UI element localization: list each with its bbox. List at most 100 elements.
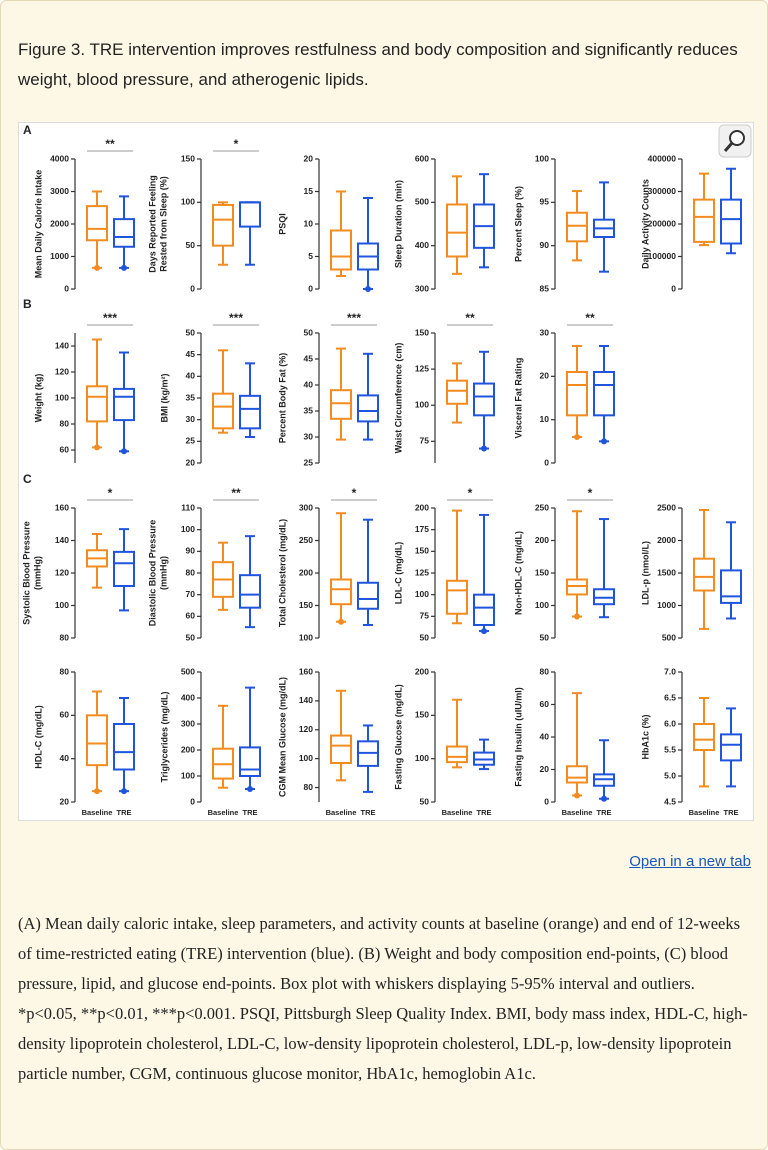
x-tick-label: TRE — [724, 808, 739, 817]
significance-label: * — [108, 486, 113, 500]
box — [113, 218, 135, 248]
box — [566, 211, 588, 243]
box — [212, 392, 234, 430]
y-tick-label: 150 — [415, 546, 429, 556]
y-tick-label: 6.5 — [664, 692, 676, 702]
box — [239, 574, 261, 609]
box — [693, 198, 715, 243]
y-tick-label: 200000 — [648, 218, 677, 228]
box — [473, 593, 495, 626]
zoom-icon[interactable] — [718, 124, 752, 158]
box — [113, 723, 135, 771]
outlier — [247, 786, 253, 792]
x-tick-label: TRE — [117, 808, 132, 817]
y-axis-label: Weight (kg) — [33, 374, 43, 423]
y-tick-label: 300 — [415, 283, 429, 293]
y-tick-label: 100 — [181, 770, 195, 780]
outlier — [94, 788, 100, 795]
y-tick-label: 85 — [540, 283, 550, 293]
x-tick-label: Baseline — [562, 808, 593, 817]
y-tick-label: 140 — [55, 340, 69, 350]
y-axis-label: Non-HDL-C (mg/dL) — [513, 531, 523, 615]
y-tick-label: 250 — [299, 535, 313, 545]
y-tick-label: 1000 — [50, 251, 69, 261]
y-tick-label: 15 — [304, 186, 314, 196]
y-axis-label: Percent Sleep (%) — [513, 186, 523, 262]
y-axis-label: Mean Daily Calorie Intake — [33, 170, 43, 279]
y-tick-label: 40 — [304, 379, 314, 389]
y-tick-label: 30 — [540, 327, 550, 337]
y-tick-label: 35 — [186, 392, 196, 402]
y-tick-label: 95 — [540, 197, 550, 207]
y-tick-label: 50 — [186, 632, 196, 642]
y-tick-label: 20 — [304, 153, 314, 163]
box — [693, 723, 715, 751]
y-axis-label: Rested from Sleep (%) — [158, 176, 168, 272]
outlier — [574, 613, 580, 620]
y-tick-label: 120 — [299, 724, 313, 734]
y-tick-label: 100 — [535, 153, 549, 163]
significance-label: * — [352, 486, 357, 500]
y-tick-label: 0 — [64, 283, 69, 293]
y-tick-label: 0 — [671, 283, 676, 293]
y-axis-label: HDL-C (mg/dL) — [33, 705, 43, 768]
y-axis-label: HbA1c (%) — [640, 714, 650, 759]
y-tick-label: 5.5 — [664, 744, 676, 754]
x-tick-label: TRE — [477, 808, 492, 817]
y-axis-label: Diastolic Blood Pressure — [147, 520, 157, 627]
y-tick-label: 45 — [304, 353, 314, 363]
y-tick-label: 75 — [420, 436, 430, 446]
y-tick-label: 60 — [540, 699, 550, 709]
outlier — [481, 628, 487, 635]
y-tick-label: 10 — [540, 414, 550, 424]
box — [566, 371, 588, 417]
y-axis-label: CGM Mean Glucose (mg/dL) — [277, 677, 287, 797]
y-tick-label: 4.5 — [664, 796, 676, 806]
y-tick-label: 60 — [60, 444, 70, 454]
y-tick-label: 6.0 — [664, 718, 676, 728]
y-axis-label: Fasting Glucose (mg/dL) — [393, 684, 403, 790]
y-tick-label: 250 — [535, 502, 549, 512]
y-tick-label: 110 — [181, 502, 195, 512]
x-tick-label: Baseline — [689, 808, 720, 817]
y-tick-label: 40 — [186, 371, 196, 381]
y-tick-label: 80 — [186, 567, 196, 577]
outlier — [121, 448, 127, 455]
y-tick-label: 160 — [299, 666, 313, 676]
significance-label: ** — [585, 311, 595, 325]
panel-label: C — [23, 472, 32, 486]
significance-label: * — [588, 486, 593, 500]
y-tick-label: 30 — [186, 414, 196, 424]
open-link[interactable]: Open in a new tab — [629, 853, 751, 870]
box — [212, 203, 234, 247]
y-tick-label: 30 — [304, 431, 314, 441]
box — [720, 733, 742, 762]
box — [86, 205, 108, 242]
y-tick-label: 7.0 — [664, 666, 676, 676]
y-tick-label: 400 — [415, 240, 429, 250]
y-tick-label: 100 — [415, 753, 429, 763]
y-tick-label: 200 — [415, 502, 429, 512]
y-tick-label: 10 — [304, 218, 314, 228]
y-axis-label: Waist Circumference (cm) — [393, 343, 403, 454]
y-tick-label: 25 — [186, 436, 196, 446]
box — [239, 201, 261, 228]
y-tick-label: 50 — [186, 240, 196, 250]
caption: (A) Mean daily caloric intake, sleep par… — [18, 914, 748, 1083]
y-tick-label: 500 — [662, 632, 676, 642]
y-tick-label: 100 — [181, 524, 195, 534]
y-tick-label: 45 — [186, 349, 196, 359]
y-tick-label: 1000 — [657, 600, 676, 610]
outlier — [365, 286, 371, 292]
box — [566, 765, 588, 784]
y-tick-label: 70 — [186, 589, 196, 599]
significance-label: * — [234, 137, 239, 151]
outlier — [601, 795, 607, 802]
y-tick-label: 50 — [420, 632, 430, 642]
y-tick-label: 300 — [299, 502, 313, 512]
outlier — [601, 438, 607, 445]
significance-label: * — [468, 486, 473, 500]
y-tick-label: 175 — [415, 524, 429, 534]
y-tick-label: 200 — [535, 535, 549, 545]
box — [330, 389, 352, 420]
